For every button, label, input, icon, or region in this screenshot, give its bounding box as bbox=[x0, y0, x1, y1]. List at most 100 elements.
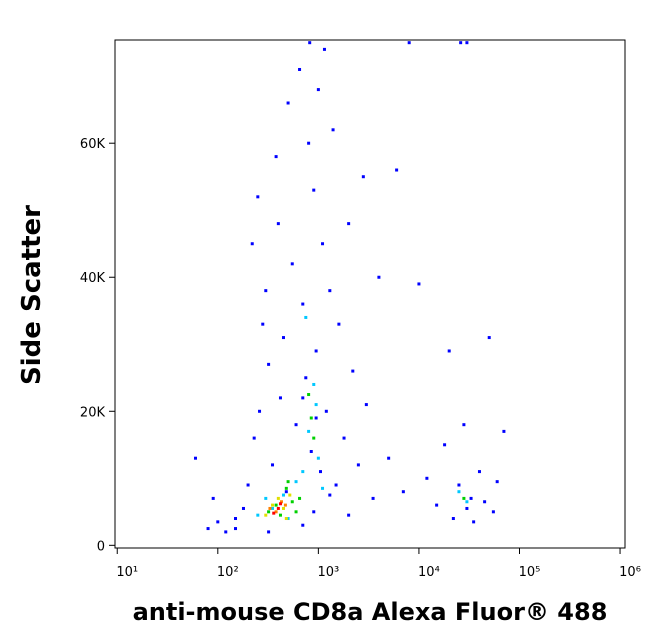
data-point bbox=[337, 322, 341, 326]
data-point bbox=[304, 376, 308, 380]
data-point bbox=[284, 517, 288, 521]
data-point bbox=[307, 141, 311, 145]
data-point bbox=[272, 511, 276, 515]
data-point bbox=[462, 423, 466, 427]
data-point bbox=[309, 416, 313, 420]
data-point bbox=[371, 496, 375, 500]
data-point bbox=[314, 416, 318, 420]
data-point bbox=[278, 513, 282, 517]
data-point bbox=[364, 403, 368, 407]
data-point bbox=[312, 436, 316, 440]
data-point bbox=[469, 496, 473, 500]
y-tick-label: 60K bbox=[80, 137, 106, 152]
data-point bbox=[407, 41, 411, 45]
data-point bbox=[425, 476, 429, 480]
data-point bbox=[307, 393, 311, 397]
data-point bbox=[312, 510, 316, 514]
y-tick-label: 0 bbox=[97, 539, 105, 554]
x-tick-label: 10² bbox=[217, 565, 239, 580]
data-point bbox=[276, 496, 280, 500]
data-point bbox=[267, 530, 271, 534]
data-point bbox=[435, 503, 439, 507]
data-point bbox=[347, 222, 351, 226]
data-point bbox=[301, 396, 305, 400]
data-point bbox=[322, 47, 326, 51]
data-point bbox=[451, 517, 455, 521]
data-point bbox=[304, 315, 308, 319]
x-tick-label: 10³ bbox=[317, 565, 339, 580]
data-point bbox=[457, 490, 461, 494]
data-point bbox=[267, 510, 271, 514]
data-point bbox=[234, 517, 238, 521]
data-point bbox=[224, 530, 228, 534]
data-point bbox=[276, 506, 280, 510]
data-point bbox=[250, 242, 254, 246]
data-point bbox=[290, 262, 294, 266]
data-point bbox=[387, 456, 391, 460]
data-point bbox=[377, 275, 381, 279]
x-tick-label: 10⁴ bbox=[418, 565, 440, 580]
data-point bbox=[309, 449, 313, 453]
data-point bbox=[328, 289, 332, 293]
y-axis-title: Side Scatter bbox=[17, 205, 47, 385]
data-point bbox=[356, 463, 360, 467]
data-point bbox=[264, 513, 268, 517]
data-point bbox=[280, 500, 284, 504]
data-point bbox=[274, 155, 278, 159]
data-point bbox=[316, 456, 320, 460]
data-point bbox=[256, 513, 260, 517]
data-point bbox=[206, 527, 210, 531]
data-point bbox=[477, 470, 481, 474]
data-point bbox=[290, 500, 294, 504]
data-point bbox=[307, 429, 311, 433]
data-point bbox=[274, 503, 278, 507]
data-point bbox=[281, 336, 285, 340]
y-tick-label: 40K bbox=[80, 271, 106, 286]
data-point bbox=[284, 486, 288, 490]
data-point bbox=[447, 349, 451, 353]
data-point bbox=[312, 188, 316, 192]
data-point bbox=[334, 483, 338, 487]
data-point bbox=[347, 513, 351, 517]
data-point bbox=[267, 362, 271, 366]
y-tick-label: 20K bbox=[80, 405, 106, 420]
data-point bbox=[316, 88, 320, 92]
data-point bbox=[314, 403, 318, 407]
data-point bbox=[271, 506, 275, 510]
data-point bbox=[495, 480, 499, 484]
data-point bbox=[465, 41, 469, 45]
data-point bbox=[281, 493, 285, 497]
data-point bbox=[443, 443, 447, 447]
data-point bbox=[298, 67, 302, 71]
data-point bbox=[286, 480, 290, 484]
data-point bbox=[401, 490, 405, 494]
data-point bbox=[298, 496, 302, 500]
data-point bbox=[271, 503, 275, 507]
data-point bbox=[502, 429, 506, 433]
data-point bbox=[271, 463, 275, 467]
data-point bbox=[193, 456, 197, 460]
data-point bbox=[294, 480, 298, 484]
data-point bbox=[264, 289, 268, 293]
data-point bbox=[258, 409, 262, 413]
data-point bbox=[288, 493, 292, 497]
data-point bbox=[286, 517, 290, 521]
data-point bbox=[278, 502, 282, 506]
data-point bbox=[472, 520, 476, 524]
data-point bbox=[395, 168, 399, 172]
data-point bbox=[457, 483, 461, 487]
data-point bbox=[241, 506, 245, 510]
data-point bbox=[328, 493, 332, 497]
data-point bbox=[294, 510, 298, 514]
data-point bbox=[351, 369, 355, 373]
plot-frame bbox=[114, 39, 626, 549]
data-point bbox=[281, 506, 285, 510]
data-point bbox=[268, 506, 272, 510]
data-point bbox=[314, 349, 318, 353]
data-point bbox=[301, 302, 305, 306]
data-point bbox=[252, 436, 256, 440]
data-point bbox=[331, 128, 335, 132]
x-tick-label: 10¹ bbox=[116, 565, 138, 580]
data-point bbox=[321, 242, 325, 246]
